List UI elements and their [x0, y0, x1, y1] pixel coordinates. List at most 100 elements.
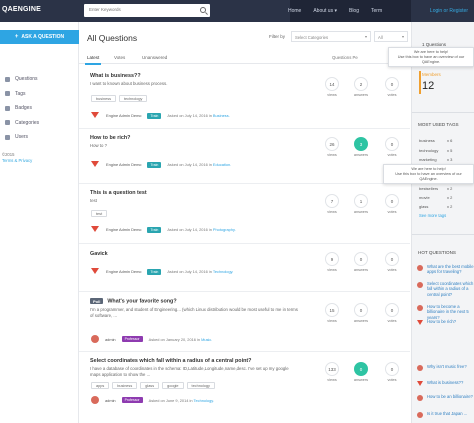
hot-question-link[interactable]: What are the best mobile apps for travel…: [427, 264, 474, 275]
category-link[interactable]: Music.: [201, 336, 213, 342]
login-register-link[interactable]: Login or Register: [429, 8, 468, 14]
hot-question-link[interactable]: Select coordinates which fall within a r…: [427, 281, 474, 297]
views-label: views: [327, 268, 337, 272]
hot-question-item[interactable]: How to be rich?: [417, 319, 474, 326]
user-badge: Professor: [121, 397, 143, 403]
author-name[interactable]: admin: [105, 397, 116, 403]
site-logo[interactable]: QAENGINE: [2, 6, 41, 13]
members-accent-bar: [419, 71, 421, 94]
answers-stat: 0 answers: [352, 252, 370, 272]
question-title[interactable]: What's your favorite song?: [107, 298, 177, 305]
ask-question-button[interactable]: + ASK A QUESTION: [0, 30, 79, 44]
nav-term[interactable]: Term: [371, 8, 383, 14]
category-link[interactable]: Business.: [212, 113, 230, 118]
sidebar-tag[interactable]: glass x 2: [419, 204, 452, 209]
hot-question-item[interactable]: How to become a billionaire in the next …: [417, 304, 474, 320]
tag[interactable]: technology: [186, 382, 215, 389]
question-item: Gavick Engine Admin Demo Train Asked on …: [79, 244, 410, 292]
hot-question-link[interactable]: How to become a billionaire in the next …: [427, 304, 469, 320]
tag[interactable]: google: [162, 382, 184, 389]
category-link[interactable]: Technology.: [212, 269, 234, 274]
question-title[interactable]: This is a question test: [90, 190, 147, 196]
hot-question-link[interactable]: Is it true that Japan ...: [427, 411, 468, 416]
sidebar-tag-count: x 5: [447, 148, 453, 153]
sidebar-item-label: Users: [15, 134, 29, 141]
tag[interactable]: business: [112, 382, 138, 389]
votes-label: votes: [387, 153, 397, 157]
answers-count: 1: [354, 194, 368, 208]
sidebar-tag[interactable]: movie x 2: [419, 195, 452, 200]
avatar[interactable]: [91, 396, 99, 404]
sidebar-tag[interactable]: technology x 5: [419, 148, 452, 153]
sidebar-tag[interactable]: marketing x 3: [419, 157, 452, 162]
question-title[interactable]: How to be rich?: [90, 135, 131, 141]
tag[interactable]: apps: [91, 382, 110, 389]
sidebar-tag[interactable]: business x 6: [419, 138, 452, 143]
sidebar-item-categories[interactable]: Categories: [0, 116, 79, 131]
hot-question-item[interactable]: Why isn't music free?: [417, 364, 474, 371]
question-title[interactable]: Gavick: [90, 251, 108, 257]
see-more-tags-link[interactable]: See more tags: [419, 213, 447, 218]
hot-question-item[interactable]: Select coordinates which fall within a r…: [417, 281, 474, 297]
category-link[interactable]: Photography.: [212, 227, 236, 232]
category-select[interactable]: Select Categories: [291, 31, 371, 42]
divider: [412, 234, 474, 235]
main-content: All Questions Filter by Select Categorie…: [79, 22, 410, 423]
hot-question-item[interactable]: Is it true that Japan ...: [417, 411, 474, 418]
all-select[interactable]: All: [374, 31, 408, 42]
sidebar-item-tags[interactable]: Tags: [0, 87, 79, 102]
category-link[interactable]: Technology.: [193, 397, 214, 403]
hot-question-link[interactable]: How to be an billionaire?: [427, 394, 473, 399]
search-icon[interactable]: [200, 7, 206, 13]
avatar[interactable]: [91, 161, 100, 168]
hot-question-link[interactable]: Why isn't music free?: [427, 364, 467, 369]
hot-question-item[interactable]: What is business??: [417, 380, 474, 387]
question-item: This is a question test test test Engine…: [79, 184, 410, 244]
terms-link[interactable]: Terms & Privacy: [2, 158, 33, 163]
hot-question-item[interactable]: What are the best mobile apps for travel…: [417, 264, 474, 275]
nav-about[interactable]: About us ▾: [313, 8, 337, 14]
search-input[interactable]: [89, 7, 195, 12]
sidebar-tag-name: business: [419, 138, 435, 143]
question-title[interactable]: Select coordinates which fall within a r…: [90, 358, 252, 364]
tag[interactable]: business: [91, 95, 116, 102]
avatar[interactable]: [91, 335, 99, 343]
tag[interactable]: technology: [119, 95, 148, 102]
hot-question-link[interactable]: What is business??: [427, 380, 464, 385]
avatar[interactable]: [91, 112, 100, 119]
hot-question-item[interactable]: How to be an billionaire?: [417, 394, 474, 401]
category-link[interactable]: Education.: [212, 162, 232, 167]
ask-question-label: ASK A QUESTION: [21, 34, 65, 40]
question-title[interactable]: What is business??: [90, 73, 141, 79]
sidebar-tag[interactable]: bestsellers x 2: [419, 186, 452, 191]
tab-unanswered[interactable]: Unanswered: [142, 55, 168, 60]
tab-votes[interactable]: Votes: [114, 55, 126, 60]
author-name[interactable]: admin: [105, 336, 116, 342]
answers-label: answers: [353, 268, 369, 272]
sidebar-item-label: Tags: [15, 90, 26, 97]
views-stat: 15 views: [323, 303, 341, 323]
questions-per-page[interactable]: Questions Pe: [332, 55, 358, 60]
hot-question-link[interactable]: How to be rich?: [427, 319, 457, 324]
help-tooltip[interactable]: We are here to help! Use this box to hav…: [383, 164, 474, 184]
tag[interactable]: glass: [140, 382, 160, 389]
author-name[interactable]: Engine Admin Demo: [106, 113, 142, 118]
hot-questions-title: HOT QUESTIONS: [418, 250, 456, 255]
author-name[interactable]: Engine Admin Demo: [106, 269, 142, 274]
tab-latest[interactable]: Latest: [84, 55, 102, 65]
search-box[interactable]: [84, 4, 210, 17]
answers-stat: 3 answers: [352, 137, 370, 157]
author-name[interactable]: Engine Admin Demo: [106, 162, 142, 167]
help-tooltip[interactable]: We are here to help! Use this box to hav…: [388, 47, 474, 67]
sidebar-item-questions[interactable]: Questions: [0, 72, 79, 87]
author-name[interactable]: Engine Admin Demo: [106, 227, 142, 232]
answers-stat: 0 answers: [352, 303, 370, 323]
nav-blog[interactable]: Blog: [348, 8, 359, 14]
avatar[interactable]: [91, 226, 100, 233]
tag[interactable]: test: [91, 210, 108, 217]
votes-stat: 0 votes: [383, 252, 401, 272]
sidebar-item-badges[interactable]: Badges: [0, 101, 79, 116]
nav-home[interactable]: Home: [288, 8, 302, 14]
sidebar-item-users[interactable]: Users: [0, 130, 79, 145]
avatar[interactable]: [91, 268, 100, 275]
